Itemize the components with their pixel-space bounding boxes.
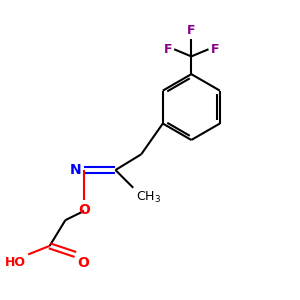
Text: HO: HO [5,256,26,269]
Text: F: F [164,43,172,56]
Text: F: F [211,43,219,56]
Text: F: F [187,24,196,37]
Text: N: N [70,163,81,177]
Text: O: O [79,203,91,217]
Text: O: O [78,256,90,270]
Text: CH$_3$: CH$_3$ [136,190,160,205]
